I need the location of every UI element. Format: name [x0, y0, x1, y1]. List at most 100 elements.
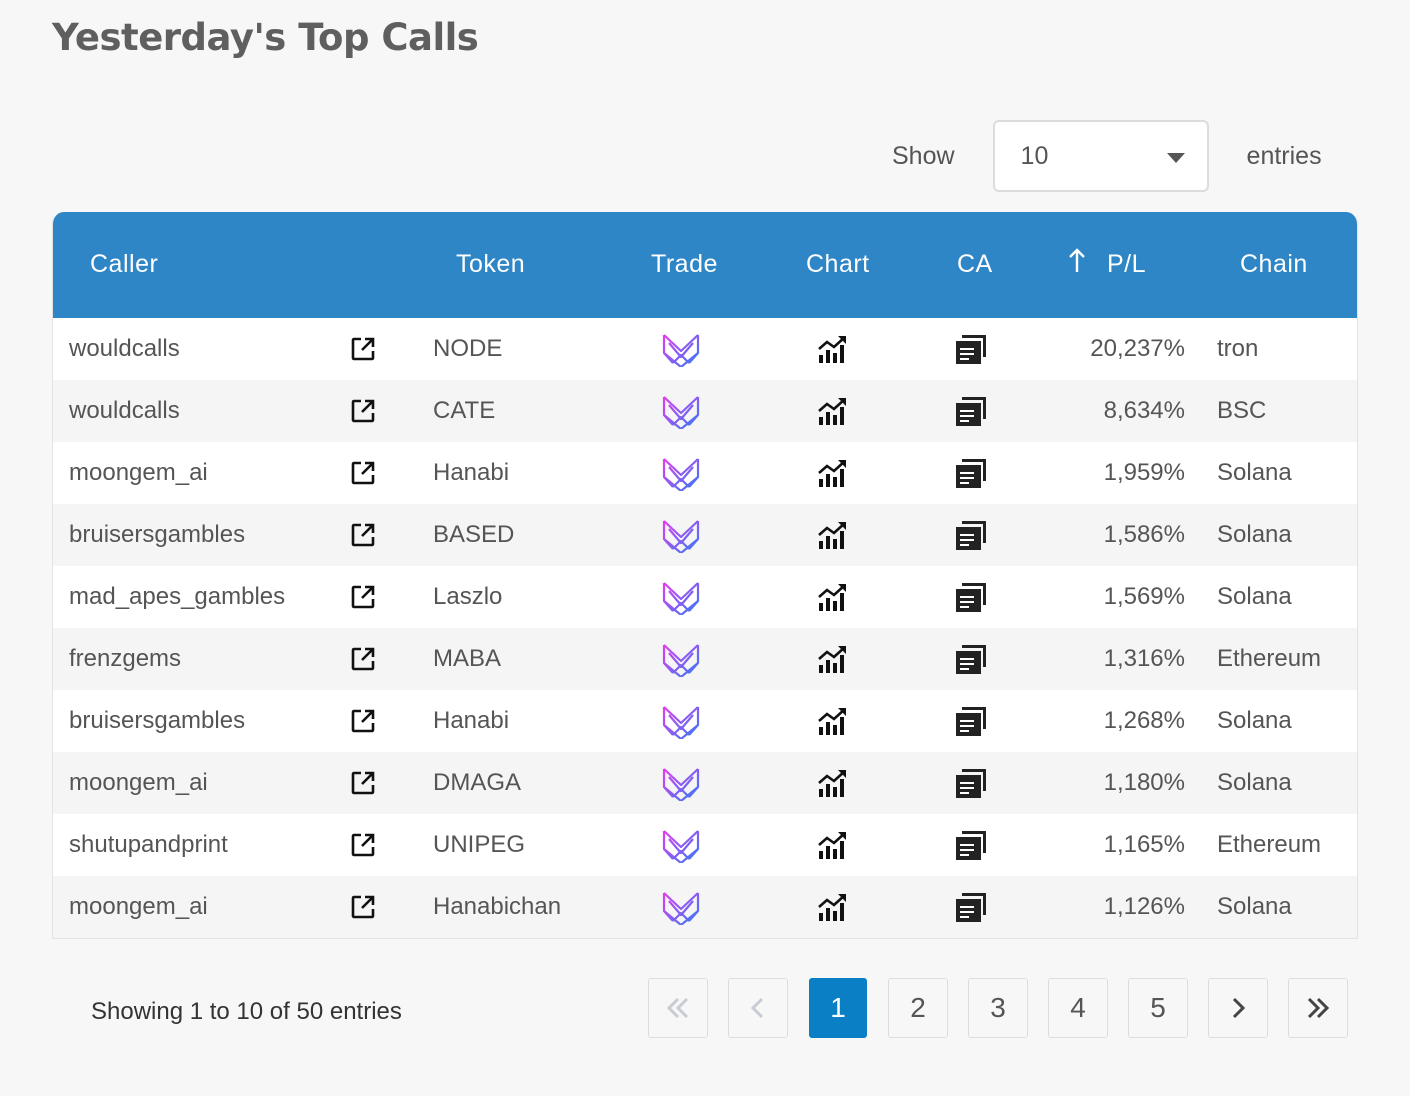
- token-name: MABA: [433, 645, 502, 672]
- token-name: Hanabichan: [433, 893, 562, 920]
- trade-logo-icon[interactable]: [661, 393, 701, 429]
- trade-logo-icon[interactable]: [661, 765, 701, 801]
- table-row: wouldcalls NODE 20,237% tron: [53, 318, 1357, 380]
- copy-icon[interactable]: [954, 395, 988, 427]
- trade-logo-icon[interactable]: [661, 455, 701, 491]
- pl-value: 1,959%: [1103, 459, 1185, 486]
- page-button-2[interactable]: 2: [888, 978, 948, 1038]
- entries-per-page-value: 10: [1020, 141, 1049, 170]
- external-link-icon[interactable]: [350, 336, 376, 362]
- external-link-icon[interactable]: [350, 770, 376, 796]
- external-link-icon[interactable]: [350, 398, 376, 424]
- trade-logo-icon[interactable]: [661, 703, 701, 739]
- entries-label: entries: [1246, 141, 1322, 170]
- pl-value: 1,126%: [1103, 893, 1185, 920]
- table-row: moongem_ai Hanabichan 1,126% Solana: [53, 876, 1357, 938]
- copy-icon[interactable]: [954, 519, 988, 551]
- chain-name: Solana: [1217, 707, 1292, 734]
- caller-name: moongem_ai: [69, 893, 208, 920]
- token-name: CATE: [433, 397, 496, 424]
- caret-down-icon: [1166, 153, 1185, 163]
- column-header-caller[interactable]: Caller: [90, 250, 159, 278]
- external-link-icon[interactable]: [350, 584, 376, 610]
- entries-per-page-select[interactable]: 10: [992, 120, 1209, 192]
- external-link-icon[interactable]: [350, 522, 376, 548]
- table-row: bruisersgambles Hanabi 1,268% Solana: [53, 690, 1357, 752]
- trade-logo-icon[interactable]: [661, 579, 701, 615]
- copy-icon[interactable]: [954, 705, 988, 737]
- table-body: wouldcalls NODE 20,237% tron wouldcalls CATE 8…: [53, 318, 1357, 938]
- chevron-left-icon: [750, 997, 764, 1019]
- caller-name: bruisersgambles: [69, 707, 246, 734]
- external-link-icon[interactable]: [350, 832, 376, 858]
- caller-name: frenzgems: [69, 645, 182, 672]
- copy-icon[interactable]: [954, 457, 988, 489]
- token-name: DMAGA: [433, 769, 522, 796]
- token-name: Laszlo: [433, 583, 503, 610]
- chart-growth-icon[interactable]: [817, 333, 849, 365]
- chart-growth-icon[interactable]: [817, 891, 849, 923]
- trade-logo-icon[interactable]: [661, 517, 701, 553]
- show-label: Show: [892, 141, 955, 170]
- trade-logo-icon[interactable]: [661, 827, 701, 863]
- trade-logo-icon[interactable]: [661, 331, 701, 367]
- chart-growth-icon[interactable]: [817, 705, 849, 737]
- chart-growth-icon[interactable]: [817, 395, 849, 427]
- trade-logo-icon[interactable]: [661, 889, 701, 925]
- table-row: moongem_ai DMAGA 1,180% Solana: [53, 752, 1357, 814]
- chart-growth-icon[interactable]: [817, 829, 849, 861]
- pl-value: 1,268%: [1103, 707, 1185, 734]
- column-header-ca[interactable]: CA: [957, 250, 993, 278]
- external-link-icon[interactable]: [350, 708, 376, 734]
- caller-name: bruisersgambles: [69, 521, 246, 548]
- pl-value: 20,237%: [1090, 335, 1185, 362]
- next-page-button[interactable]: [1208, 978, 1268, 1038]
- token-name: UNIPEG: [433, 831, 526, 858]
- copy-icon[interactable]: [954, 333, 988, 365]
- token-name: Hanabi: [433, 459, 510, 486]
- chart-growth-icon[interactable]: [817, 767, 849, 799]
- copy-icon[interactable]: [954, 643, 988, 675]
- column-header-token[interactable]: Token: [456, 250, 526, 278]
- chart-growth-icon[interactable]: [817, 581, 849, 613]
- chart-growth-icon[interactable]: [817, 457, 849, 489]
- chevron-right-icon: [1232, 997, 1246, 1019]
- external-link-icon[interactable]: [350, 646, 376, 672]
- pl-value: 1,180%: [1103, 769, 1185, 796]
- table-row: mad_apes_gambles Laszlo 1,569% Solana: [53, 566, 1357, 628]
- page-button-5[interactable]: 5: [1128, 978, 1188, 1038]
- page-button-4[interactable]: 4: [1048, 978, 1108, 1038]
- external-link-icon[interactable]: [350, 460, 376, 486]
- copy-icon[interactable]: [954, 891, 988, 923]
- copy-icon[interactable]: [954, 581, 988, 613]
- column-header-chain[interactable]: Chain: [1240, 250, 1308, 278]
- caller-name: moongem_ai: [69, 459, 208, 486]
- double-chevron-left-icon: [666, 997, 689, 1019]
- chain-name: Ethereum: [1217, 645, 1322, 672]
- table-row: shutupandprint UNIPEG 1,165% Ethereum: [53, 814, 1357, 876]
- chart-growth-icon[interactable]: [817, 519, 849, 551]
- top-calls-table: Caller Token Trade Chart CA P/L Chain wo…: [52, 212, 1358, 939]
- table-row: frenzgems MABA 1,316% Ethereum: [53, 628, 1357, 690]
- table-row: wouldcalls CATE 8,634% BSC: [53, 380, 1357, 442]
- chart-growth-icon[interactable]: [817, 643, 849, 675]
- external-link-icon[interactable]: [350, 894, 376, 920]
- pl-value: 1,586%: [1103, 521, 1185, 548]
- first-page-button[interactable]: [648, 978, 708, 1038]
- caller-name: wouldcalls: [69, 397, 180, 424]
- page-button-3[interactable]: 3: [968, 978, 1028, 1038]
- column-header-trade[interactable]: Trade: [651, 250, 718, 278]
- caller-name: wouldcalls: [69, 335, 180, 362]
- column-header-chart[interactable]: Chart: [806, 250, 870, 278]
- last-page-button[interactable]: [1288, 978, 1348, 1038]
- table-info: Showing 1 to 10 of 50 entries: [91, 998, 402, 1025]
- page-button-1[interactable]: 1: [809, 978, 867, 1038]
- chain-name: Solana: [1217, 769, 1292, 796]
- copy-icon[interactable]: [954, 767, 988, 799]
- chain-name: Ethereum: [1217, 831, 1322, 858]
- previous-page-button[interactable]: [728, 978, 788, 1038]
- trade-logo-icon[interactable]: [661, 641, 701, 677]
- copy-icon[interactable]: [954, 829, 988, 861]
- column-header-pl[interactable]: P/L: [1107, 250, 1147, 278]
- sort-arrow-up-icon[interactable]: [1067, 248, 1087, 281]
